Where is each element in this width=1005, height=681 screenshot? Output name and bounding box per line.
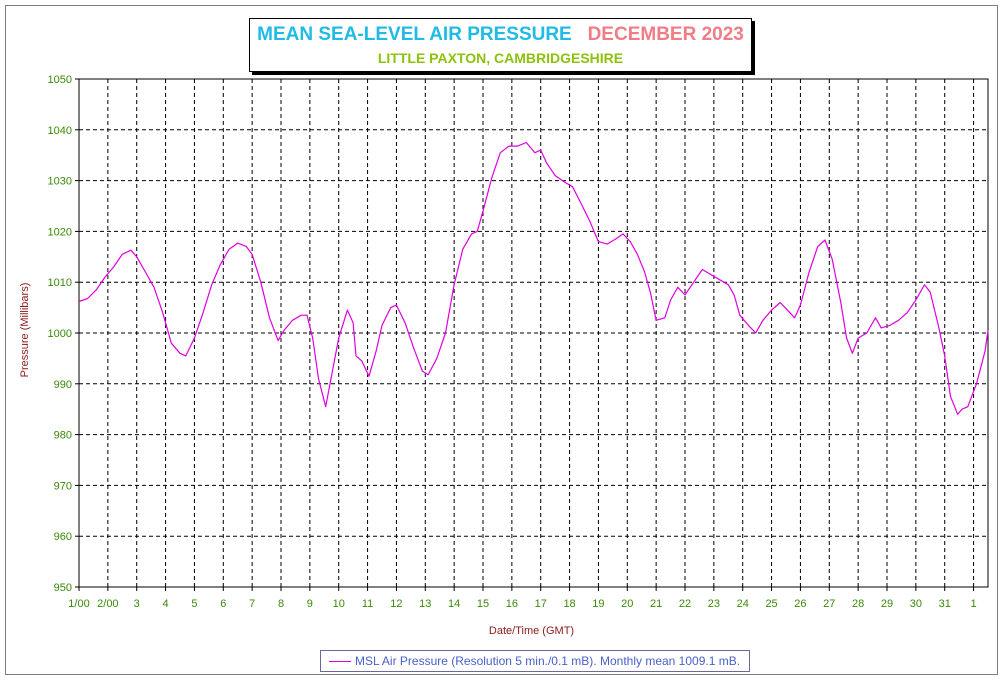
x-tick-label: 26 bbox=[794, 598, 806, 610]
x-tick-label: 20 bbox=[621, 598, 633, 610]
legend-series-swatch bbox=[329, 661, 351, 662]
chart-frame bbox=[5, 5, 998, 675]
y-tick-label: 990 bbox=[54, 379, 72, 391]
y-tick-label: 1030 bbox=[48, 176, 72, 188]
x-tick-label: 4 bbox=[163, 598, 169, 610]
x-tick-label: 10 bbox=[333, 598, 345, 610]
x-tick-label: 11 bbox=[362, 598, 373, 610]
x-tick-label: 2/00 bbox=[97, 598, 118, 610]
x-tick-label: 3 bbox=[134, 598, 140, 610]
y-tick-label: 950 bbox=[54, 582, 72, 594]
x-tick-label: 18 bbox=[563, 598, 575, 610]
x-tick-label: 6 bbox=[220, 598, 226, 610]
y-tick-label: 1040 bbox=[48, 125, 72, 137]
x-tick-label: 27 bbox=[823, 598, 835, 610]
x-tick-label: 7 bbox=[249, 598, 255, 610]
x-tick-label: 9 bbox=[307, 598, 313, 610]
y-tick-label: 1010 bbox=[48, 277, 72, 289]
series-line-msl-pressure bbox=[78, 141, 989, 415]
x-tick-label: 14 bbox=[448, 598, 460, 610]
y-tick-label: 1050 bbox=[48, 74, 72, 86]
chart-subtitle: LITTLE PAXTON, CAMBRIDGESHIRE bbox=[377, 50, 624, 66]
chart-title-box: MEAN SEA-LEVEL AIR PRESSURE DECEMBER 202… bbox=[249, 18, 752, 72]
x-axis-title: Date/Time (GMT) bbox=[489, 625, 574, 637]
y-axis-title: Pressure (Millibars) bbox=[19, 283, 31, 378]
x-tick-label: 29 bbox=[881, 598, 893, 610]
y-tick-label: 960 bbox=[54, 531, 72, 543]
x-tick-label: 24 bbox=[737, 598, 749, 610]
x-tick-label: 19 bbox=[592, 598, 604, 610]
x-tick-label: 28 bbox=[852, 598, 864, 610]
chart-legend: MSL Air Pressure (Resolution 5 min./0.1 … bbox=[320, 650, 750, 672]
x-tick-label: 1/00 bbox=[68, 598, 89, 610]
legend-series-label: MSL Air Pressure (Resolution 5 min./0.1 … bbox=[355, 654, 741, 668]
chart-title-month: DECEMBER 2023 bbox=[587, 24, 744, 45]
chart-title-main: MEAN SEA-LEVEL AIR PRESSURE bbox=[257, 24, 572, 45]
x-tick-label: 16 bbox=[506, 598, 518, 610]
x-tick-label: 17 bbox=[535, 598, 547, 610]
x-tick-label: 30 bbox=[910, 598, 922, 610]
x-tick-label: 13 bbox=[419, 598, 431, 610]
x-tick-label: 21 bbox=[650, 598, 662, 610]
x-tick-label: 22 bbox=[679, 598, 691, 610]
y-tick-label: 1000 bbox=[48, 328, 72, 340]
x-tick-label: 31 bbox=[939, 598, 951, 610]
y-tick-label: 970 bbox=[54, 480, 72, 492]
x-tick-label: 5 bbox=[191, 598, 197, 610]
x-tick-label: 15 bbox=[477, 598, 489, 610]
x-tick-label: 1 bbox=[971, 598, 977, 610]
y-tick-label: 1020 bbox=[48, 226, 72, 238]
x-tick-label: 8 bbox=[278, 598, 284, 610]
x-tick-label: 23 bbox=[708, 598, 720, 610]
chart-title: MEAN SEA-LEVEL AIR PRESSURE DECEMBER 202… bbox=[250, 24, 751, 46]
x-tick-label: 12 bbox=[390, 598, 402, 610]
y-tick-label: 980 bbox=[54, 430, 72, 442]
x-tick-label: 25 bbox=[765, 598, 777, 610]
